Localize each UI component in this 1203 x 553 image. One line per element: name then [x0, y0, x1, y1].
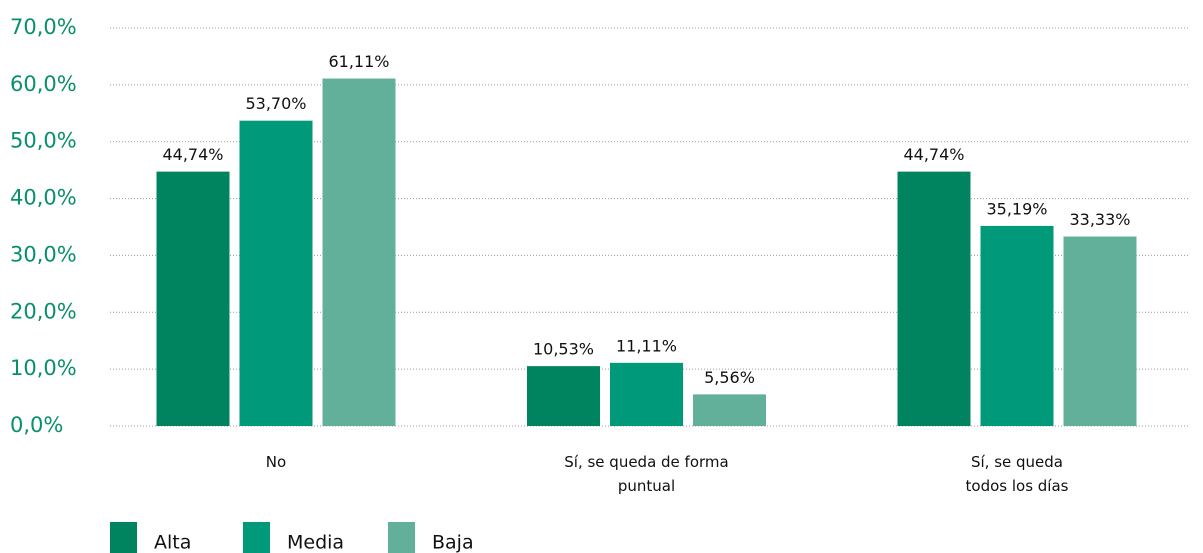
bar — [527, 366, 600, 426]
legend-swatch — [388, 522, 415, 553]
y-tick-label: 70,0% — [10, 15, 77, 39]
y-tick-label: 30,0% — [10, 242, 77, 266]
bar — [897, 171, 971, 426]
bar — [610, 362, 683, 426]
bar — [156, 171, 230, 426]
bar — [1063, 236, 1137, 426]
legend-swatch — [110, 522, 137, 553]
x-tick-label: Sí, se queda todos los días — [965, 453, 1069, 495]
legend-label: Baja — [432, 532, 474, 553]
legend-label: Alta — [154, 532, 191, 553]
x-tick-label: No — [265, 453, 287, 471]
value-label: 53,70% — [245, 94, 306, 113]
bar — [980, 225, 1054, 426]
bar — [322, 78, 396, 427]
y-tick-label: 40,0% — [10, 186, 77, 210]
y-tick-label: 10,0% — [10, 356, 77, 380]
legend-swatch — [243, 522, 270, 553]
value-label: 11,11% — [616, 336, 677, 355]
value-label: 10,53% — [533, 340, 594, 359]
value-label: 61,11% — [328, 52, 389, 71]
value-label: 44,74% — [162, 145, 223, 164]
y-tick-label: 20,0% — [10, 299, 77, 323]
legend-label: Media — [287, 532, 344, 553]
value-label: 44,74% — [903, 145, 964, 164]
value-label: 5,56% — [704, 368, 755, 387]
bar — [693, 394, 766, 426]
bar — [239, 120, 313, 427]
y-tick-label: 0,0% — [10, 413, 63, 437]
y-tick-label: 60,0% — [10, 72, 77, 96]
y-tick-label: 50,0% — [10, 129, 77, 153]
value-label: 35,19% — [986, 199, 1047, 218]
value-label: 33,33% — [1069, 210, 1130, 229]
x-tick-label: Sí, se queda de forma puntual — [564, 453, 729, 495]
